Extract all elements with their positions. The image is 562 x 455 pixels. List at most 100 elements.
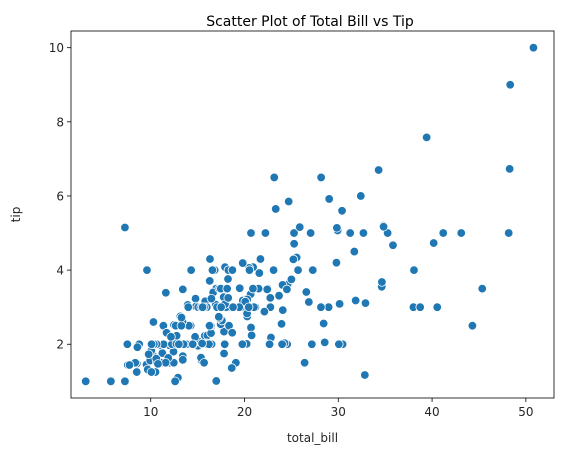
data-point xyxy=(120,222,130,233)
data-point xyxy=(146,367,157,377)
data-point xyxy=(244,265,255,275)
data-point xyxy=(166,332,176,342)
data-point xyxy=(268,265,279,275)
data-point xyxy=(146,339,157,349)
data-point xyxy=(438,228,448,238)
data-point xyxy=(120,376,130,387)
y-tick-label: 10 xyxy=(49,41,64,55)
data-point xyxy=(132,367,142,377)
data-point xyxy=(153,359,163,369)
data-point xyxy=(332,223,342,233)
data-point xyxy=(183,302,193,312)
data-point xyxy=(246,228,256,238)
data-point xyxy=(142,265,152,275)
data-point xyxy=(358,228,369,238)
data-point xyxy=(286,274,297,285)
data-point xyxy=(259,306,270,317)
data-point xyxy=(143,349,154,359)
data-point xyxy=(174,339,184,349)
plot-frame xyxy=(70,30,555,399)
data-point xyxy=(190,293,201,304)
data-point xyxy=(316,172,326,183)
data-point xyxy=(504,164,515,174)
y-tick-label: 8 xyxy=(56,115,64,129)
data-point xyxy=(269,172,279,183)
x-tick-label: 30 xyxy=(331,405,346,419)
data-point xyxy=(505,80,515,90)
data-point xyxy=(432,302,442,312)
data-point xyxy=(377,277,387,287)
data-point xyxy=(528,42,539,53)
data-point xyxy=(186,265,196,275)
data-point xyxy=(216,302,226,312)
data-point xyxy=(318,318,329,329)
data-point xyxy=(262,284,272,295)
data-point xyxy=(504,228,514,238)
data-point xyxy=(301,287,312,297)
data-point xyxy=(456,228,466,238)
data-point xyxy=(237,339,248,349)
data-point xyxy=(308,265,318,275)
data-point xyxy=(265,293,276,303)
x-axis-label: total_bill xyxy=(287,431,338,445)
data-point xyxy=(246,322,256,333)
data-point xyxy=(373,165,384,175)
chart-title: Scatter Plot of Total Bill vs Tip xyxy=(206,14,414,30)
data-point xyxy=(264,339,275,349)
data-point xyxy=(227,328,237,338)
data-point xyxy=(227,363,237,373)
data-point xyxy=(176,321,187,331)
data-point xyxy=(207,265,218,275)
data-point xyxy=(350,295,361,306)
data-point xyxy=(334,339,344,349)
data-point xyxy=(299,358,310,368)
data-point xyxy=(305,228,316,238)
data-point xyxy=(428,238,439,248)
data-point xyxy=(170,376,180,387)
data-point xyxy=(197,302,208,312)
data-point xyxy=(197,338,207,349)
data-point xyxy=(199,358,209,368)
x-tick-label: 50 xyxy=(518,405,533,419)
data-point xyxy=(421,132,432,143)
data-point xyxy=(360,298,371,308)
data-point xyxy=(378,222,389,232)
data-point xyxy=(124,360,135,370)
data-point xyxy=(81,376,91,387)
data-point xyxy=(415,302,425,312)
data-point xyxy=(360,370,370,380)
data-point xyxy=(205,254,215,264)
data-point xyxy=(204,321,215,331)
data-point xyxy=(222,283,232,294)
y-tick-label: 4 xyxy=(56,264,64,278)
data-point xyxy=(248,283,258,294)
data-point xyxy=(289,228,299,238)
data-point xyxy=(219,348,229,359)
data-point xyxy=(227,265,238,275)
data-point xyxy=(235,283,245,293)
x-axis-ticks: 10 20 30 40 50 xyxy=(143,398,534,419)
data-point xyxy=(206,293,217,304)
data-points xyxy=(81,42,539,387)
data-point xyxy=(304,297,314,307)
data-point xyxy=(331,257,342,268)
data-point xyxy=(477,283,487,294)
data-point xyxy=(295,222,305,232)
data-point xyxy=(278,305,288,315)
data-point xyxy=(238,258,248,268)
data-point xyxy=(228,302,238,312)
y-tick-label: 2 xyxy=(56,338,64,352)
data-point xyxy=(178,284,188,295)
data-point xyxy=(260,228,271,238)
data-point xyxy=(254,268,265,278)
data-point xyxy=(220,339,230,349)
data-point xyxy=(319,337,330,348)
y-tick-label: 6 xyxy=(56,189,64,203)
data-point xyxy=(271,204,281,214)
data-point xyxy=(334,299,345,309)
data-point xyxy=(211,376,221,386)
y-axis-label: tip xyxy=(9,207,23,223)
data-point xyxy=(246,330,257,341)
data-point xyxy=(337,206,347,216)
